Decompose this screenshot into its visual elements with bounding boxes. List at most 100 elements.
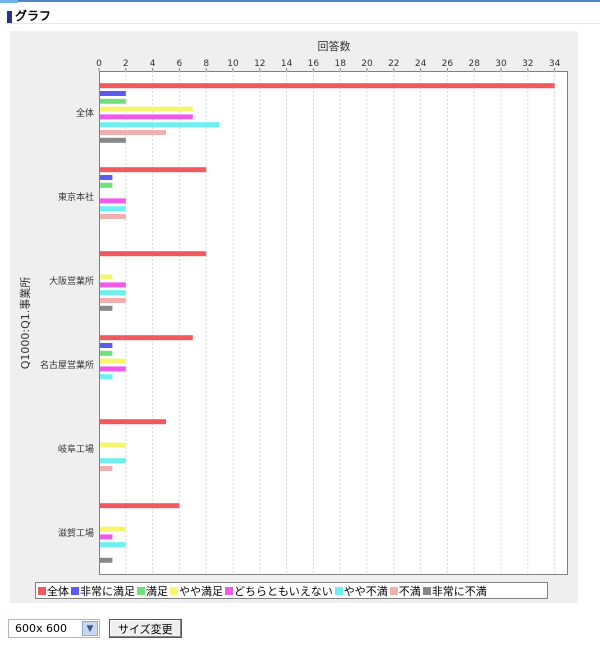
bar — [100, 298, 126, 303]
size-select[interactable]: 600x 600 ▼ — [8, 619, 100, 638]
bar — [100, 442, 126, 448]
legend-swatch — [71, 586, 79, 595]
bar — [100, 466, 113, 471]
section-header — [6, 9, 600, 24]
bar — [100, 167, 207, 173]
x-tick-label: 10 — [227, 59, 239, 69]
category-label: 名古屋営業所 — [40, 359, 94, 371]
category-label: 岐阜工場 — [58, 443, 94, 455]
bar — [100, 114, 193, 120]
bar — [100, 137, 126, 143]
category-label: 全体 — [76, 107, 94, 119]
bar — [100, 557, 113, 563]
bar — [100, 282, 126, 288]
resize-button[interactable]: サイズ変更 — [109, 619, 182, 638]
x-tick-label: 6 — [177, 59, 183, 69]
plot-area — [99, 71, 568, 575]
x-tick-label: 8 — [203, 59, 209, 69]
legend-item: やや満足 — [168, 583, 223, 598]
bar — [100, 290, 126, 296]
bar — [100, 83, 555, 89]
bar — [100, 214, 126, 219]
bar — [100, 206, 126, 212]
bar — [100, 503, 180, 509]
chevron-down-icon[interactable]: ▼ — [82, 621, 98, 636]
x-tick-label: 24 — [415, 59, 427, 69]
category-label: 東京本社 — [58, 191, 94, 203]
bar — [100, 534, 113, 540]
section-title: グラフ — [15, 9, 52, 23]
legend-label: 非常に満足 — [80, 584, 135, 598]
legend-swatch — [389, 586, 398, 595]
legend-swatch — [422, 586, 431, 595]
bar — [100, 91, 126, 96]
x-tick-label: 20 — [361, 59, 373, 69]
legend-item: 非常に不満 — [421, 583, 487, 598]
legend-label: やや満足 — [179, 584, 223, 598]
legend-swatch — [170, 586, 178, 595]
bar — [100, 130, 166, 135]
size-controls: 600x 600 ▼ サイズ変更 — [8, 619, 182, 638]
x-tick-label: 16 — [308, 59, 320, 69]
bar — [100, 335, 193, 341]
bar — [100, 350, 113, 356]
bars-layer — [100, 83, 555, 563]
x-tick-label: 28 — [468, 59, 480, 69]
x-tick-label: 26 — [442, 59, 454, 69]
y-axis-label: Q1000:Q1.事業所 — [19, 277, 32, 370]
bar — [100, 122, 220, 128]
legend-swatch — [38, 586, 46, 595]
x-tick-label: 4 — [150, 59, 156, 69]
category-label: 滋賀工場 — [58, 527, 94, 539]
legend-swatch — [137, 586, 145, 595]
bar — [100, 343, 113, 348]
legend-item: 全体 — [36, 583, 69, 598]
x-tick-label: 0 — [96, 59, 102, 69]
page-top-tab — [0, 0, 18, 3]
legend-label: 満足 — [146, 584, 168, 598]
bar — [100, 106, 193, 112]
legend-label: どちらともいえない — [234, 584, 333, 598]
x-tick-label: 22 — [388, 59, 399, 69]
bar — [100, 198, 126, 204]
x-tick-label: 30 — [495, 59, 507, 69]
bar — [100, 98, 126, 104]
bar — [100, 526, 126, 532]
legend-label: 不満 — [398, 584, 421, 598]
category-label: 大阪営業所 — [49, 275, 94, 287]
x-tick-label: 34 — [549, 59, 561, 69]
x-tick-label: 2 — [123, 59, 129, 69]
bar — [100, 458, 126, 464]
chart-legend: 全体 非常に満足 満足 やや満足 どちらともいえない やや不満 不満 非常に不満 — [35, 582, 548, 599]
legend-item: どちらともいえない — [223, 583, 333, 598]
x-tick-label: 32 — [522, 59, 533, 69]
x-tick-label: 12 — [254, 59, 265, 69]
bar — [100, 374, 113, 380]
x-tick-label: 18 — [334, 59, 346, 69]
grid-layer — [125, 71, 556, 575]
bar — [100, 182, 113, 188]
x-axis-label: 回答数 — [318, 39, 351, 53]
bar — [100, 175, 113, 180]
page-top-line — [0, 0, 600, 2]
bar — [100, 305, 113, 311]
legend-label: 全体 — [47, 584, 69, 598]
x-tick-label: 14 — [281, 59, 293, 69]
legend-label: 非常に不満 — [431, 584, 487, 598]
bar — [100, 274, 113, 280]
bar — [100, 419, 166, 425]
size-select-value: 600x 600 — [15, 622, 67, 635]
legend-item: やや不満 — [333, 583, 388, 598]
bar — [100, 251, 207, 257]
legend-item: 非常に満足 — [69, 583, 135, 598]
bar — [100, 366, 126, 372]
legend-swatch — [334, 586, 343, 595]
ticks-layer: 0 2 4 6 8 10 12 14 16 18 20 22 24 26 28 30 32 34全体東京本社大阪営… — [40, 59, 561, 539]
bar — [100, 358, 126, 364]
legend-swatch — [225, 586, 233, 595]
legend-item: 満足 — [135, 583, 168, 598]
legend-item: 不満 — [388, 583, 421, 598]
bar — [100, 542, 126, 548]
legend-label: やや不満 — [343, 584, 388, 598]
